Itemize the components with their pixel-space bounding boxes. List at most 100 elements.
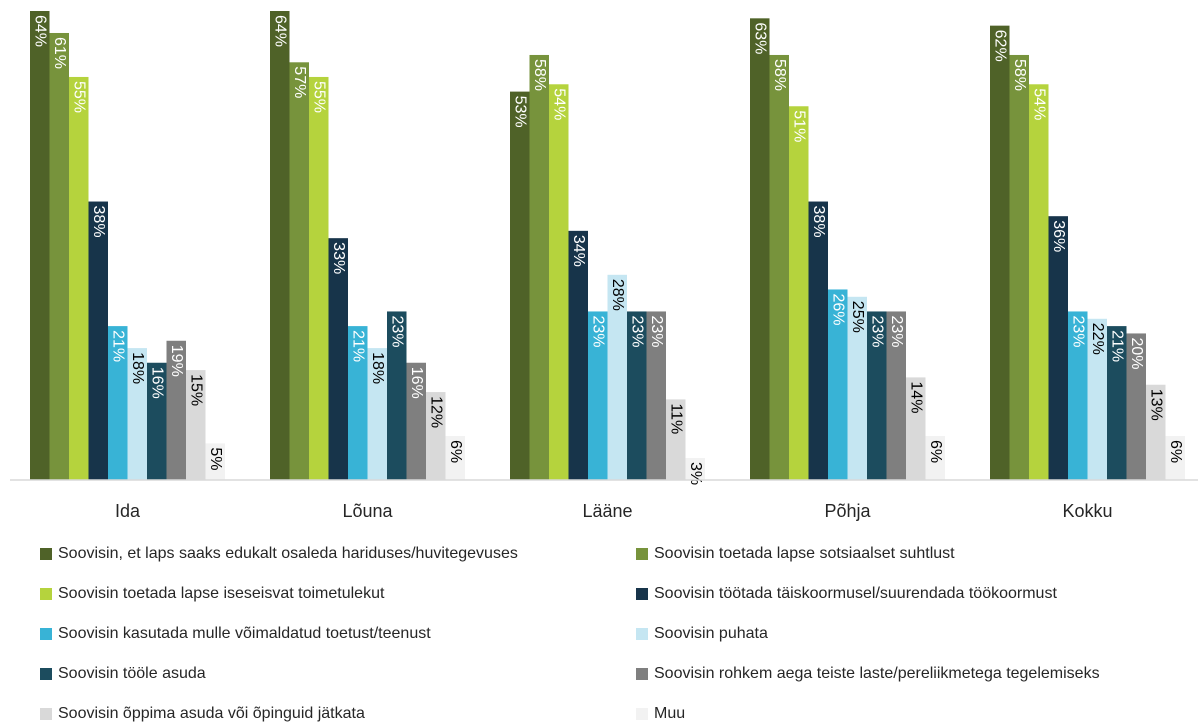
data-labels-group: 64% 64% 53% 63% 62% 61% 57% 58% 58% 58% 55% 55% 54% 5… [31,15,1184,485]
data-label: 38% [810,206,827,238]
legend-swatch [40,668,52,680]
data-label: 12% [427,396,444,428]
bar [510,91,530,480]
legend-item: Soovisin rohkem aega teiste laste/pereli… [636,664,1100,684]
bar [646,311,666,480]
legend-swatch [40,588,52,600]
bar [127,348,147,480]
bar [990,25,1010,480]
category-label: Põhja [824,501,871,521]
legend-label: Soovisin puhata [654,625,768,642]
data-label: 23% [648,315,665,347]
legend-item: Soovisin tööle asuda [40,664,206,684]
data-label: 34% [570,235,587,267]
legend-swatch [636,668,648,680]
data-label: 58% [1011,59,1028,91]
category-label: Lääne [582,501,632,521]
data-label: 18% [129,352,146,384]
bar [406,362,426,480]
data-label: 15% [187,374,204,406]
legend-label: Soovisin õppima asuda või õpinguid jätka… [58,705,365,722]
bar [828,289,848,480]
legend-swatch [40,708,52,720]
bar [30,11,50,480]
bar [108,326,128,480]
data-label: 14% [907,381,924,413]
data-label: 62% [991,30,1008,62]
bar [309,76,329,480]
bar [685,458,705,480]
bar [1009,54,1029,480]
data-label: 53% [511,96,528,128]
data-label: 21% [1108,330,1125,362]
data-label: 23% [888,315,905,347]
data-label: 33% [330,242,347,274]
bar [1146,384,1166,480]
data-label: 16% [148,367,165,399]
legend-label: Soovisin toetada lapse iseseisvat toimet… [58,585,385,602]
data-label: 23% [1069,315,1086,347]
legend-swatch [636,628,648,640]
legend-swatch [40,628,52,640]
bar [867,311,887,480]
legend-label: Soovisin rohkem aega teiste laste/pereli… [654,665,1100,682]
category-label: Ida [115,501,141,521]
bar [925,436,945,480]
data-label: 26% [829,293,846,325]
data-label: 23% [589,315,606,347]
legend-label: Soovisin tööle asuda [58,665,206,682]
bar [808,201,828,480]
data-label: 23% [388,315,405,347]
bar [166,340,186,480]
data-label: 54% [550,88,567,120]
legend-item: Soovisin, et laps saaks edukalt osaleda … [40,544,518,564]
bar [906,377,926,480]
bar [69,76,89,480]
data-label: 57% [291,66,308,98]
data-label: 38% [90,206,107,238]
data-label: 28% [609,279,626,311]
bar [1068,311,1088,480]
data-label: 58% [771,59,788,91]
data-label: 55% [310,81,327,113]
data-label: 20% [1128,337,1145,369]
data-label: 54% [1030,88,1047,120]
legend: Soovisin, et laps saaks edukalt osaleda … [0,535,1198,722]
bar [886,311,906,480]
bar [607,274,627,480]
legend-swatch [40,548,52,560]
bar [88,201,108,480]
bar [367,348,387,480]
bar [445,436,465,480]
data-label: 22% [1089,323,1106,355]
bar [666,399,686,480]
bar [426,392,446,480]
data-label: 11% [667,403,684,434]
bar [588,311,608,480]
legend-label: Soovisin töötada täiskoormusel/suurendad… [654,585,1057,602]
bar [387,311,407,480]
data-label: 58% [531,59,548,91]
data-label: 51% [790,110,807,142]
bar [750,18,770,480]
legend-label: Muu [654,705,686,722]
legend-item: Muu [636,704,685,724]
bar [529,54,549,480]
data-label: 64% [31,15,48,47]
data-label: 3% [687,462,704,485]
legend-item: Soovisin kasutada mulle võimaldatud toet… [40,624,431,644]
bar [1087,318,1107,480]
bar [789,106,809,480]
data-label: 63% [751,22,768,54]
data-label: 21% [109,330,126,362]
bar [1048,216,1068,480]
legend-item: Soovisin töötada täiskoormusel/suurendad… [636,584,1057,604]
bar [49,32,69,480]
legend-item: Soovisin toetada lapse sotsiaalset suhtl… [636,544,955,564]
data-label: 61% [51,37,68,69]
bar [627,311,647,480]
data-label: 13% [1147,389,1164,421]
bar [1029,84,1049,480]
data-label: 6% [927,440,944,463]
data-label: 25% [849,301,866,333]
